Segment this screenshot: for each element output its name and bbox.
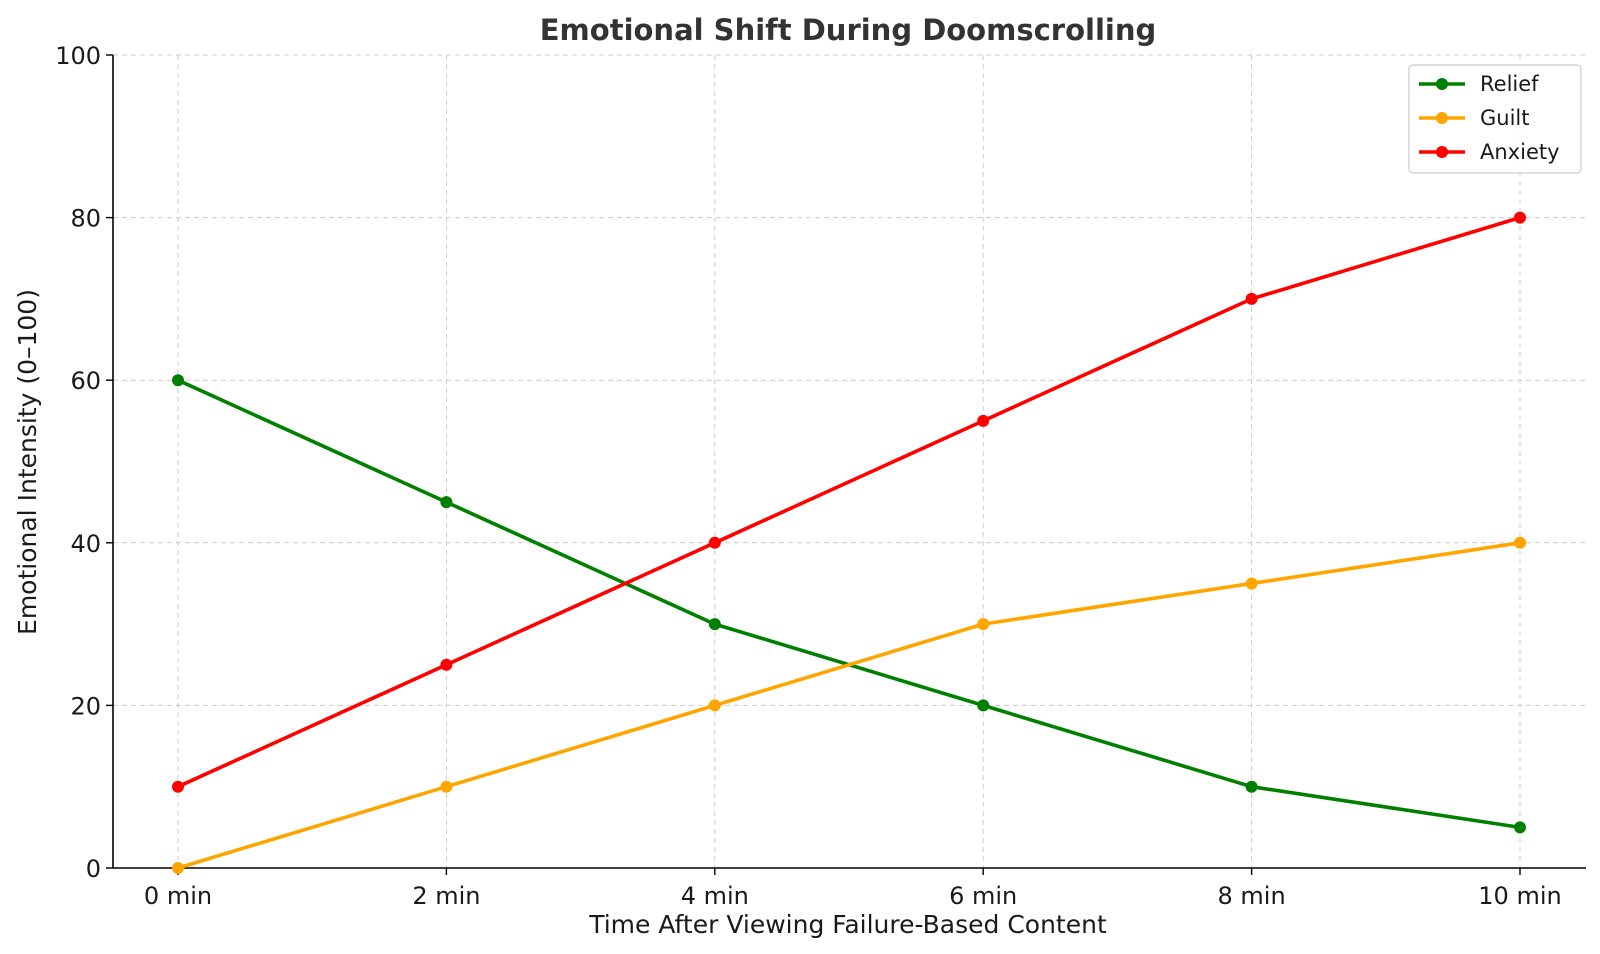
series-guilt [172,536,1526,874]
x-tick-label: 0 min [144,882,212,910]
chart-title: Emotional Shift During Doomscrolling [540,13,1156,47]
y-tick-label: 20 [70,692,101,720]
legend-item-relief: Relief [1419,72,1539,96]
data-point-relief [1245,780,1258,793]
data-point-relief [708,618,721,631]
legend-swatch-marker [1436,112,1448,124]
y-tick-label: 60 [70,367,101,395]
series-line-guilt [176,540,1522,870]
series-line-relief [176,378,1522,830]
data-point-anxiety [172,780,184,793]
data-point-anxiety [1245,292,1258,305]
legend-swatch-marker [1436,78,1448,90]
data-point-relief [172,374,184,387]
legend-box [1408,64,1582,174]
data-point-relief [977,699,990,712]
y-tick-label: 80 [70,205,101,233]
series-group [172,211,1526,874]
series-anxiety [172,211,1526,793]
x-axis-ticks: 0 min 2 min 4 min 6 min 8 min 10 min [144,868,1562,910]
legend-swatch-marker [1436,146,1448,158]
data-point-guilt [1514,536,1526,549]
legend-label: Relief [1480,72,1539,96]
axes [112,55,1586,869]
data-point-anxiety [708,536,721,549]
y-tick-label: 0 [86,855,101,883]
data-point-guilt [172,862,184,874]
series-line-anxiety [176,215,1522,789]
legend-label: Guilt [1480,106,1530,130]
y-axis-ticks: 0 20 40 60 80 100 [55,42,113,883]
data-point-anxiety [1514,211,1526,224]
grid [113,54,1586,869]
x-tick-label: 4 min [681,882,749,910]
legend: Relief Guilt Anxiety [1408,64,1582,174]
data-point-guilt [440,780,453,793]
y-tick-label: 40 [70,530,101,558]
series-relief [172,374,1526,834]
x-tick-label: 8 min [1218,882,1286,910]
data-point-anxiety [977,414,990,427]
data-point-guilt [977,618,990,631]
legend-item-anxiety: Anxiety [1419,140,1560,164]
x-tick-label: 6 min [949,882,1017,910]
data-point-anxiety [440,658,453,671]
x-tick-label: 2 min [412,882,480,910]
x-tick-label: 10 min [1478,882,1561,910]
data-point-guilt [708,699,721,712]
legend-label: Anxiety [1480,140,1560,164]
y-tick-label: 100 [55,42,101,70]
y-axis-label: Emotional Intensity (0–100) [13,289,42,635]
data-point-relief [440,496,453,509]
legend-item-guilt: Guilt [1419,106,1530,130]
data-point-relief [1514,821,1526,834]
data-point-guilt [1245,577,1258,590]
x-axis-label: Time After Viewing Failure-Based Content [588,910,1107,939]
